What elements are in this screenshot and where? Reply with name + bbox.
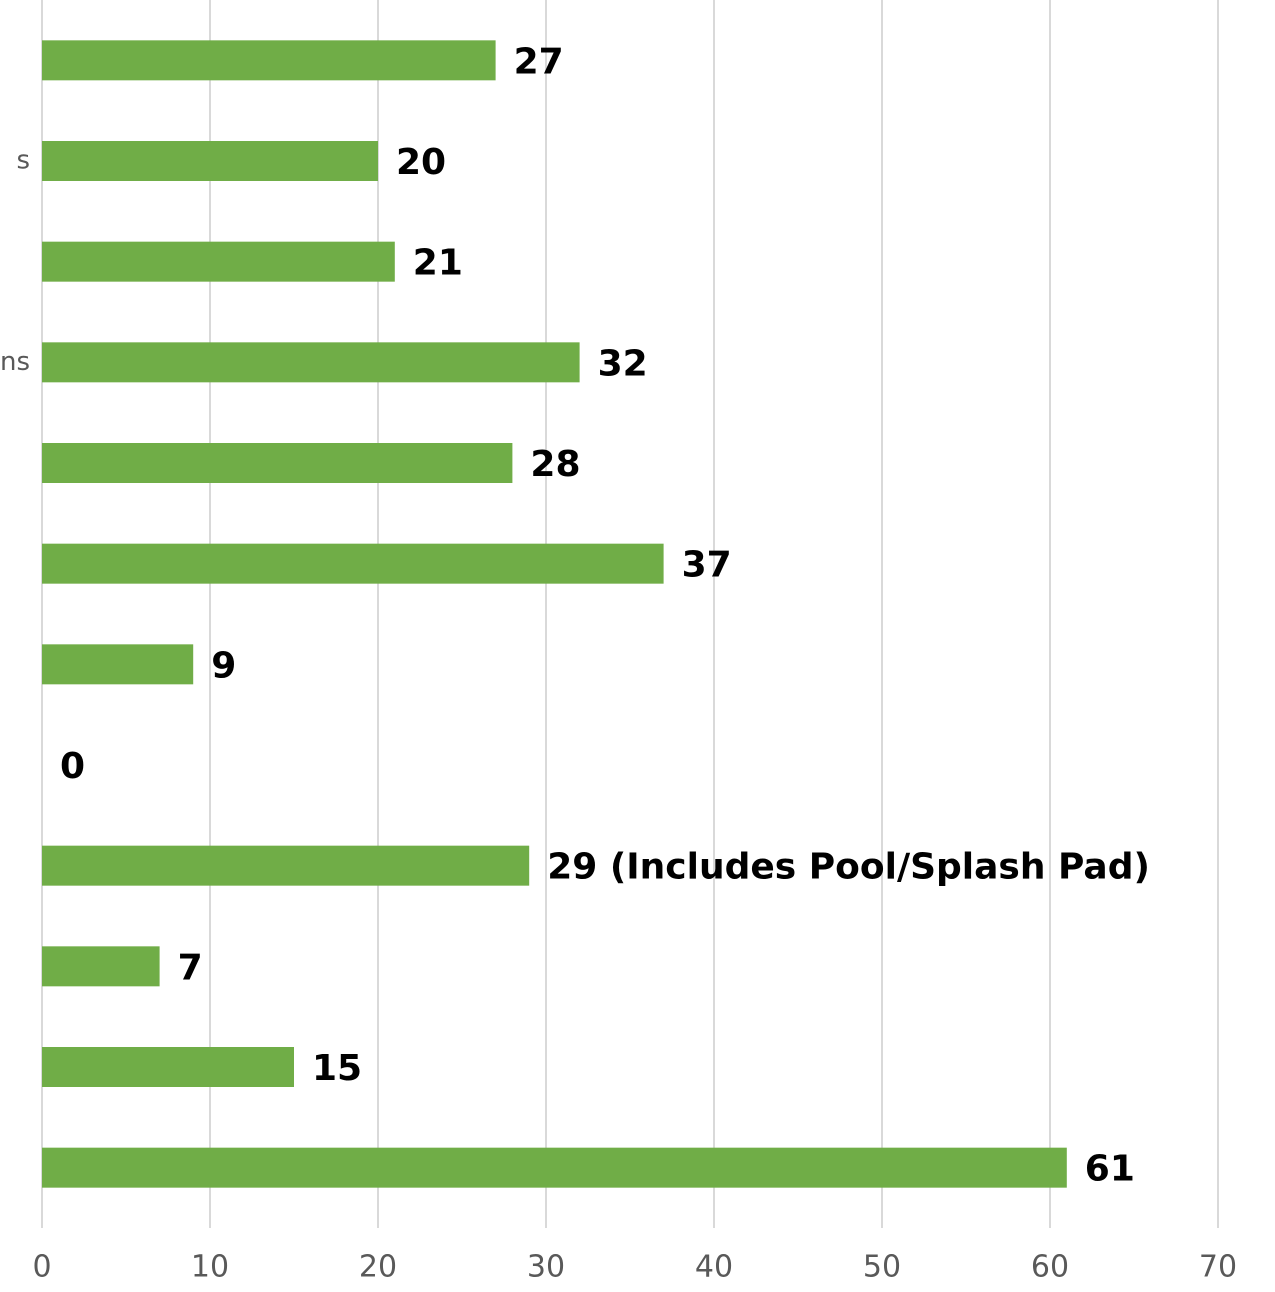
bar [42, 241, 395, 282]
value-label: 29 (Includes Pool/Splash Pad) [547, 847, 1150, 888]
value-label: 28 [530, 444, 580, 485]
x-tick-label: 0 [32, 1250, 51, 1285]
value-label: 21 [413, 243, 463, 284]
x-tick-label: 70 [1199, 1250, 1237, 1285]
bar [42, 1147, 1067, 1188]
bar [42, 342, 580, 383]
value-label: 9 [211, 645, 236, 686]
x-tick-label: 60 [1031, 1250, 1069, 1285]
value-label: 20 [396, 142, 446, 183]
bar [42, 141, 378, 181]
value-label: 27 [514, 41, 564, 82]
y-tick-label: ns [0, 347, 30, 377]
bar [42, 40, 496, 81]
x-tick-label: 30 [527, 1250, 565, 1285]
x-tick-label: 40 [695, 1250, 733, 1285]
bar [42, 845, 530, 886]
bar [42, 946, 160, 987]
value-label: 0 [60, 746, 85, 787]
y-tick-label: s [16, 146, 30, 176]
bar [42, 644, 194, 685]
bar [42, 1047, 294, 1087]
bar [42, 543, 664, 584]
x-tick-label: 10 [191, 1250, 229, 1285]
bar [42, 443, 513, 483]
x-tick-label: 50 [863, 1250, 901, 1285]
value-label: 32 [598, 343, 648, 384]
value-label: 61 [1085, 1149, 1135, 1190]
x-tick-label: 20 [359, 1250, 397, 1285]
value-label: 37 [682, 545, 732, 586]
value-label: 7 [178, 947, 203, 988]
value-label: 15 [312, 1048, 362, 1089]
